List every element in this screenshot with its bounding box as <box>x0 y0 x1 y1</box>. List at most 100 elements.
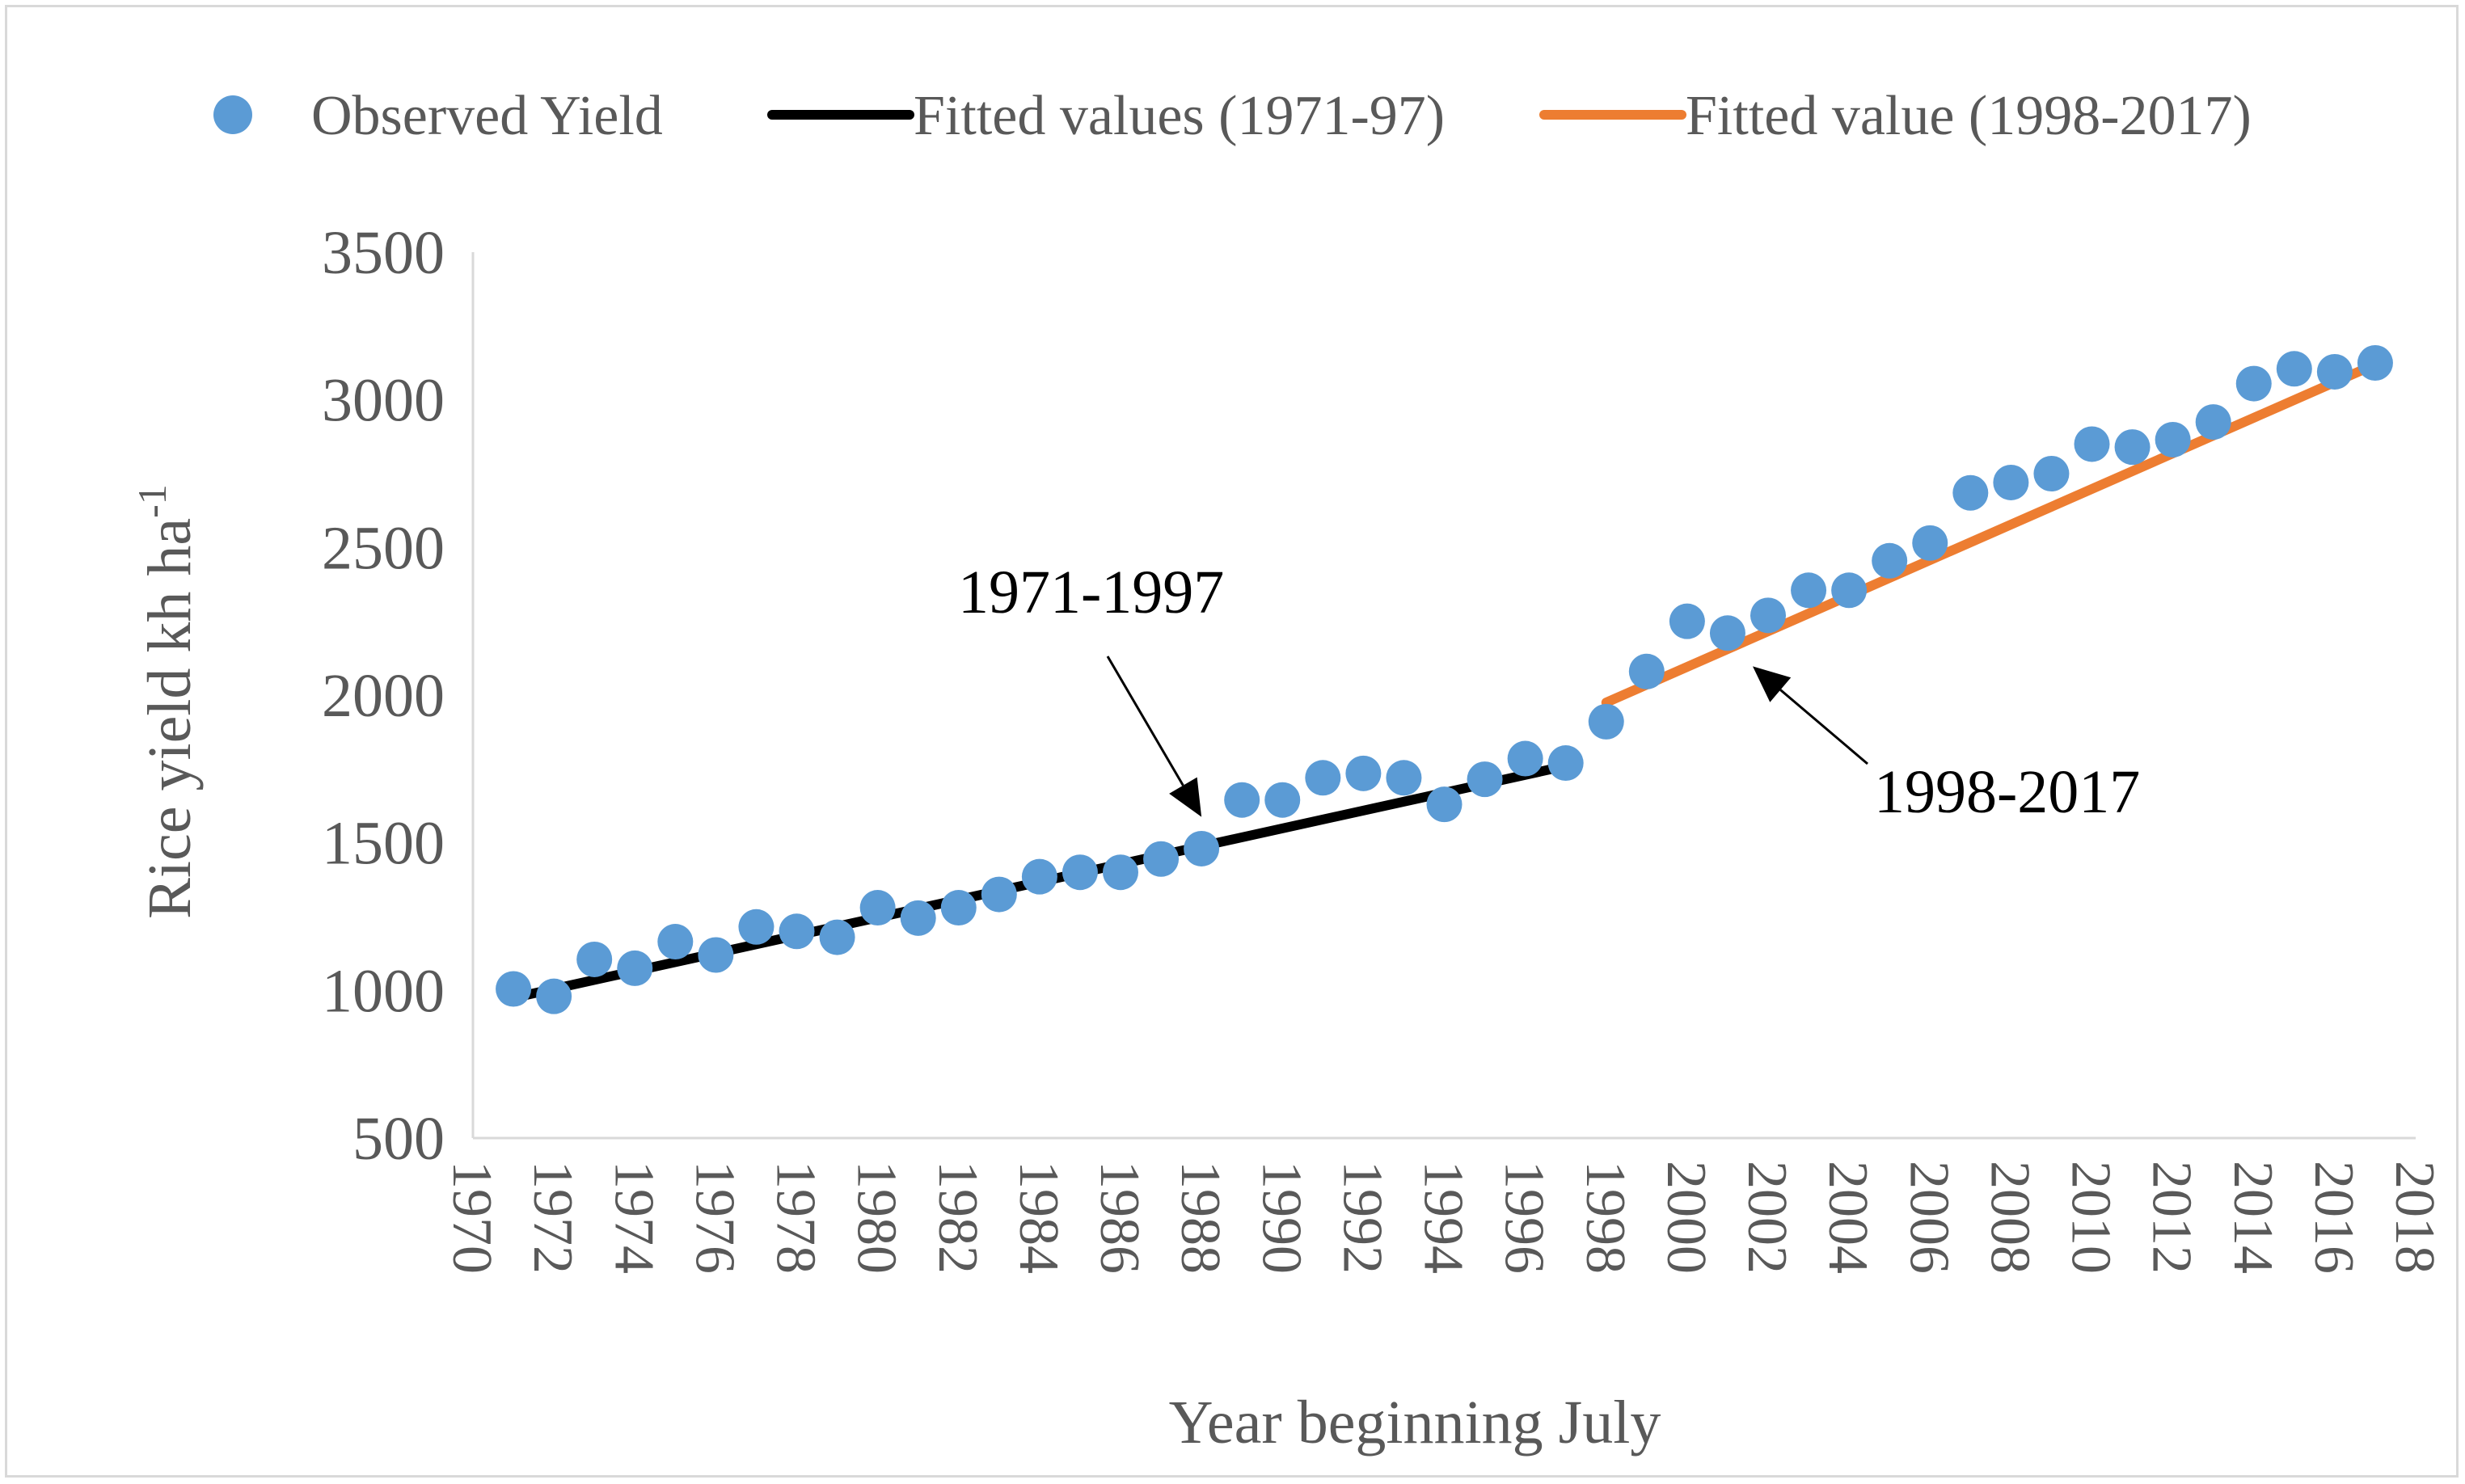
annotation-arrow-1971-1997 <box>1106 656 1184 786</box>
y-axis-title-superscript: -1 <box>129 484 175 518</box>
x-tick-labels: 1970 1972 1974 1976 1978 1980 1982 1984 1986 1988… <box>441 1161 2446 1274</box>
x-tick-label: 2008 <box>1978 1161 2041 1274</box>
y-tick-label: 2500 <box>322 514 445 582</box>
x-tick-label: 2002 <box>1736 1161 1798 1274</box>
observed-point <box>1467 761 1503 798</box>
x-tick-label: 1992 <box>1331 1161 1393 1274</box>
observed-points <box>496 345 2393 1014</box>
observed-point <box>2155 421 2191 457</box>
x-tick-label: 2014 <box>2222 1161 2284 1274</box>
x-tick-label: 2018 <box>2383 1161 2446 1274</box>
annotation-1998-2017: 1998-2017 <box>1752 666 2140 826</box>
x-tick-label: 2016 <box>2302 1161 2365 1274</box>
y-tick-label: 1000 <box>322 957 445 1025</box>
annotation-arrow-1998-2017 <box>1779 689 1868 765</box>
observed-point <box>1628 653 1665 689</box>
annotation-label-1998-2017: 1998-2017 <box>1874 758 2140 826</box>
observed-point <box>2033 456 2070 491</box>
observed-point <box>2195 404 2231 441</box>
x-tick-label: 1974 <box>602 1161 665 1274</box>
observed-point <box>2357 345 2393 381</box>
observed-point <box>1103 854 1138 891</box>
observed-point <box>1264 782 1301 818</box>
observed-point <box>617 950 653 986</box>
fitted-line-1998-2017 <box>1601 359 2380 708</box>
chart-frame <box>5 5 2459 1478</box>
annotation-arrowhead-1971-1997 <box>1169 777 1202 817</box>
observed-point <box>2074 426 2110 462</box>
observed-point <box>1507 740 1543 777</box>
observed-point <box>859 890 896 926</box>
x-tick-label: 1998 <box>1574 1161 1636 1274</box>
observed-point <box>1588 703 1624 740</box>
legend-label-fitted-1998-2017: Fitted value (1998-2017) <box>1686 85 2252 147</box>
observed-point <box>1062 854 1098 891</box>
observed-point <box>1426 786 1463 823</box>
annotation-label-1971-1997: 1971-1997 <box>958 559 1224 626</box>
observed-point <box>1791 572 1827 609</box>
observed-point <box>900 900 936 936</box>
observed-point <box>1143 841 1180 877</box>
y-axis-title: Rice yield kh ha-1 <box>129 484 204 919</box>
x-tick-label: 1978 <box>765 1161 827 1274</box>
observed-point <box>1993 464 2029 500</box>
x-tick-label: 2010 <box>2060 1161 2122 1274</box>
y-tick-label: 1500 <box>322 810 445 878</box>
observed-point <box>2316 353 2353 390</box>
observed-point <box>1912 525 1948 561</box>
observed-point <box>2235 365 2272 402</box>
annotation-1971-1997: 1971-1997 <box>958 559 1224 817</box>
y-axis-title-main: Rice yield kh ha <box>136 518 204 919</box>
observed-point <box>1345 755 1382 791</box>
x-tick-label: 1986 <box>1088 1161 1150 1274</box>
observed-point <box>1547 745 1584 782</box>
x-axis-title: Year beginning July <box>1169 1389 1661 1457</box>
x-tick-label: 1972 <box>521 1161 584 1274</box>
observed-point <box>1224 782 1260 818</box>
legend-label-fitted-1971-97: Fitted values (1971-97) <box>914 85 1445 147</box>
y-tick-label: 2000 <box>322 662 445 730</box>
observed-point <box>1952 474 1989 511</box>
observed-point <box>1184 830 1220 866</box>
observed-point <box>819 919 855 955</box>
y-tick-labels: 500 1000 1500 2000 2500 3000 3500 <box>322 219 445 1173</box>
observed-point <box>1669 603 1705 639</box>
legend-label-observed: Observed Yield <box>311 85 663 147</box>
x-tick-label: 1980 <box>846 1161 908 1274</box>
x-tick-label: 2006 <box>1897 1161 1960 1274</box>
y-tick-label: 500 <box>352 1105 445 1173</box>
observed-point <box>1831 572 1868 609</box>
observed-point <box>496 971 532 1007</box>
observed-point <box>1872 542 1908 579</box>
x-tick-label: 1994 <box>1412 1161 1475 1274</box>
x-tick-label: 1984 <box>1007 1161 1070 1274</box>
observed-point <box>779 913 815 950</box>
observed-point <box>2276 351 2312 387</box>
x-tick-label: 2012 <box>2141 1161 2203 1274</box>
observed-point <box>981 876 1017 913</box>
observed-point <box>1750 597 1786 634</box>
x-tick-label: 1976 <box>683 1161 745 1274</box>
observed-point <box>1021 858 1057 895</box>
x-tick-label: 2004 <box>1817 1161 1879 1274</box>
x-tick-label: 1970 <box>441 1161 503 1274</box>
observed-point <box>536 978 572 1014</box>
legend-marker-observed <box>213 95 252 134</box>
legend: Observed Yield Fitted values (1971-97) F… <box>213 85 2252 147</box>
x-tick-label: 2000 <box>1655 1161 1717 1274</box>
observed-point <box>657 924 694 960</box>
observed-point <box>1305 760 1341 796</box>
x-tick-label: 1988 <box>1169 1161 1231 1274</box>
observed-point <box>1386 760 1422 796</box>
y-tick-label: 3500 <box>322 219 445 287</box>
observed-point <box>738 909 775 945</box>
observed-point <box>940 890 977 926</box>
x-tick-label: 1996 <box>1493 1161 1555 1274</box>
x-tick-label: 1982 <box>926 1161 989 1274</box>
observed-point <box>576 941 613 977</box>
annotation-arrowhead-1998-2017 <box>1752 666 1792 702</box>
observed-point <box>698 937 734 973</box>
x-tick-label: 1990 <box>1250 1161 1312 1274</box>
observed-point <box>1709 615 1745 651</box>
